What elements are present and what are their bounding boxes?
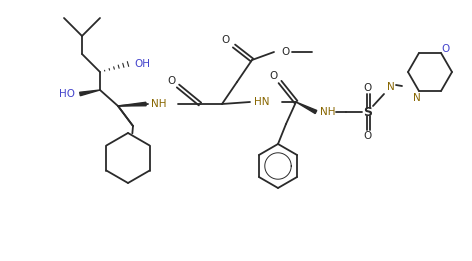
Text: S: S xyxy=(363,105,372,118)
Text: O: O xyxy=(281,47,289,57)
Polygon shape xyxy=(80,90,100,96)
Text: NH: NH xyxy=(320,107,336,117)
Text: O: O xyxy=(222,35,230,45)
Text: O: O xyxy=(364,131,372,141)
Text: N: N xyxy=(387,82,395,92)
Polygon shape xyxy=(118,102,146,106)
Text: OH: OH xyxy=(134,59,150,69)
Text: HN: HN xyxy=(254,97,270,107)
Text: O: O xyxy=(441,44,449,54)
Text: NH: NH xyxy=(151,99,167,109)
Text: O: O xyxy=(168,76,176,86)
Text: N: N xyxy=(413,93,421,103)
Text: O: O xyxy=(270,71,278,81)
Text: HO: HO xyxy=(59,89,75,99)
Text: O: O xyxy=(364,83,372,93)
Polygon shape xyxy=(296,102,317,114)
